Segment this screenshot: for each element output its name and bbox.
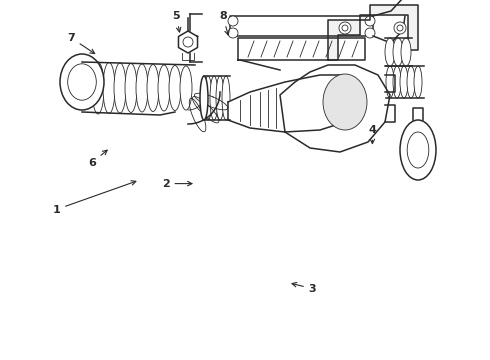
Ellipse shape xyxy=(125,63,137,113)
Ellipse shape xyxy=(400,66,408,98)
Ellipse shape xyxy=(169,66,181,111)
Ellipse shape xyxy=(386,66,394,98)
Ellipse shape xyxy=(103,63,115,113)
Ellipse shape xyxy=(216,76,224,120)
Ellipse shape xyxy=(158,65,170,111)
Ellipse shape xyxy=(407,66,415,98)
Ellipse shape xyxy=(385,38,395,66)
Text: 2: 2 xyxy=(162,179,192,189)
Polygon shape xyxy=(328,5,418,60)
Text: 5: 5 xyxy=(172,11,181,32)
Ellipse shape xyxy=(342,25,348,31)
Polygon shape xyxy=(238,38,365,60)
Ellipse shape xyxy=(394,22,406,34)
Ellipse shape xyxy=(339,22,351,34)
Ellipse shape xyxy=(365,16,375,26)
Ellipse shape xyxy=(180,66,192,110)
Text: 4: 4 xyxy=(368,125,376,144)
Ellipse shape xyxy=(397,25,403,31)
Polygon shape xyxy=(230,16,373,36)
Ellipse shape xyxy=(92,62,104,114)
Polygon shape xyxy=(178,31,197,53)
Ellipse shape xyxy=(183,37,193,47)
Text: 8: 8 xyxy=(219,11,229,35)
Ellipse shape xyxy=(393,38,403,66)
Polygon shape xyxy=(228,75,358,132)
Ellipse shape xyxy=(365,28,375,38)
Text: 7: 7 xyxy=(67,33,95,54)
Polygon shape xyxy=(373,0,405,43)
Ellipse shape xyxy=(393,66,401,98)
Ellipse shape xyxy=(414,66,422,98)
Text: 1: 1 xyxy=(52,181,136,215)
Ellipse shape xyxy=(147,64,159,112)
Ellipse shape xyxy=(136,64,148,112)
Ellipse shape xyxy=(401,38,411,66)
Ellipse shape xyxy=(407,132,429,168)
Ellipse shape xyxy=(68,64,97,100)
Text: 6: 6 xyxy=(88,150,107,168)
Ellipse shape xyxy=(222,76,230,120)
Ellipse shape xyxy=(114,63,126,113)
Ellipse shape xyxy=(228,28,238,38)
Ellipse shape xyxy=(60,54,104,110)
Ellipse shape xyxy=(228,16,238,26)
Ellipse shape xyxy=(200,76,208,120)
Ellipse shape xyxy=(400,120,436,180)
Ellipse shape xyxy=(204,76,212,120)
Polygon shape xyxy=(280,65,390,152)
Ellipse shape xyxy=(210,76,218,120)
Ellipse shape xyxy=(323,74,367,130)
Text: 3: 3 xyxy=(292,283,317,294)
